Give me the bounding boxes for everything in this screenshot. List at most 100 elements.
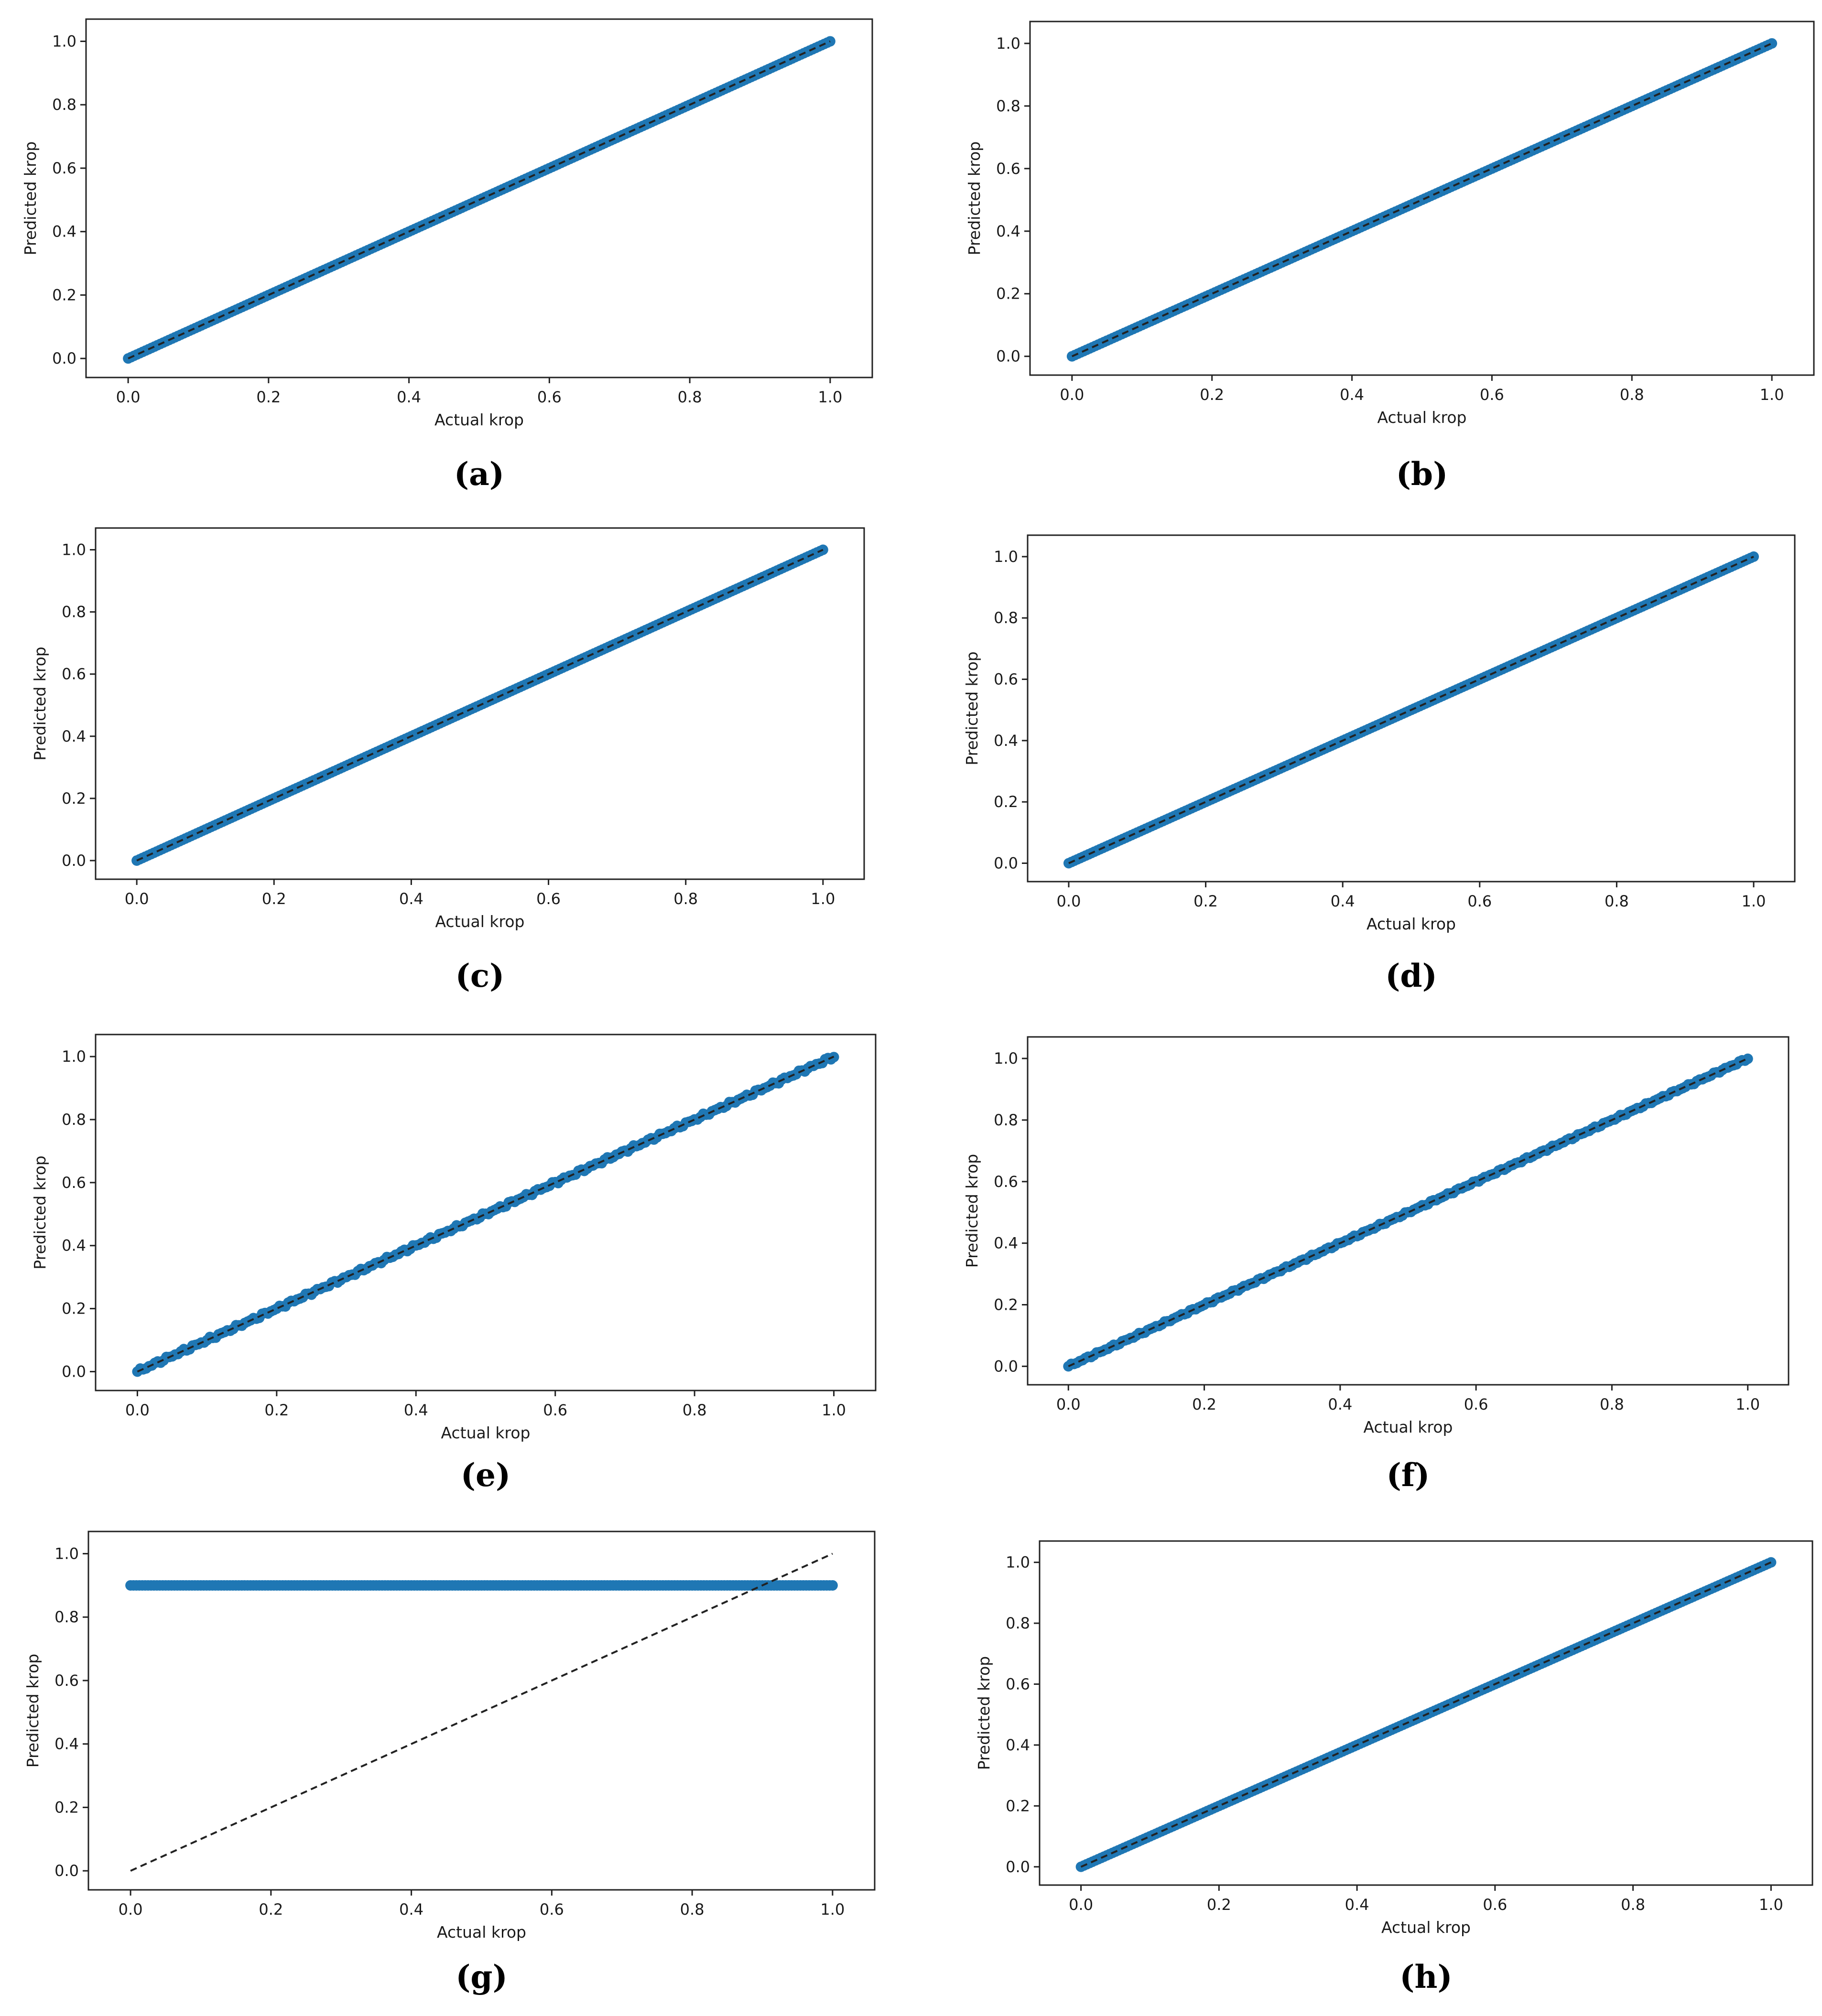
chart-panel: 0.0 0.2 0.4 0.6 0.8 1.0 0.0 0.2 0.4 0.6 0.8 1.0 Actu… [31, 527, 865, 994]
reference-line [1068, 1057, 1748, 1368]
prediction-points [1066, 38, 1778, 362]
panel-caption: (a) [454, 455, 504, 493]
y-axis-label: Predicted krop [963, 651, 981, 765]
y-tick-label: 0.2 [54, 1798, 79, 1816]
x-tick-label: 0.6 [1480, 386, 1504, 404]
prediction-points [123, 36, 835, 364]
x-tick-label: 0.2 [1200, 386, 1224, 404]
y-tick-label: 0.4 [62, 1237, 86, 1255]
x-axis-label: Actual krop [1366, 915, 1456, 933]
reference-line [137, 1056, 835, 1373]
x-tick-label: 0.0 [119, 1900, 143, 1919]
x-tick-label: 0.2 [259, 1900, 283, 1919]
y-tick-label: 0.6 [62, 665, 86, 683]
reference-line [1072, 43, 1772, 357]
y-tick-label: 0.8 [996, 97, 1020, 115]
y-tick-label: 1.0 [994, 548, 1018, 566]
data-point [824, 36, 835, 47]
x-tick-label: 0.4 [397, 388, 421, 406]
plot-frame [87, 1531, 876, 1891]
x-tick-label: 0.8 [1620, 386, 1644, 404]
plot-frame [95, 527, 865, 880]
data-point [827, 1580, 838, 1591]
x-tick-label: 0.6 [540, 1900, 564, 1919]
x-tick-label: 0.0 [125, 890, 149, 908]
y-axis-label: Predicted krop [31, 1155, 49, 1270]
x-tick-label: 0.4 [404, 1401, 428, 1419]
y-tick-label: 0.6 [994, 670, 1018, 689]
x-tick-label: 0.8 [1605, 892, 1629, 910]
y-tick-label: 0.8 [62, 1110, 86, 1129]
x-axis-label: Actual krop [435, 912, 525, 931]
y-tick-label: 0.6 [62, 1174, 86, 1192]
y-tick-label: 0.4 [62, 727, 86, 745]
x-tick-label: 0.8 [678, 388, 702, 406]
chart-panel: 0.0 0.2 0.4 0.6 0.8 1.0 0.0 0.2 0.4 0.6 0.8 1.0 Actu… [31, 1034, 877, 1494]
x-tick-label: 1.0 [820, 1900, 845, 1919]
chart-panel: 0.0 0.2 0.4 0.6 0.8 1.0 0.0 0.2 0.4 0.6 0.8 1.0 Actu… [21, 18, 873, 493]
y-tick-label: 1.0 [62, 1047, 86, 1066]
x-tick-label: 1.0 [1742, 892, 1766, 910]
plot-frame [95, 1034, 877, 1391]
x-tick-label: 0.4 [399, 1900, 423, 1919]
panel-caption: (g) [456, 1958, 508, 1995]
y-tick-label: 0.0 [52, 349, 76, 367]
chart-panel: 0.0 0.2 0.4 0.6 0.8 1.0 0.0 0.2 0.4 0.6 0.8 1.0 Actu… [975, 1540, 1813, 1995]
x-tick-label: 0.0 [1069, 1896, 1093, 1914]
y-tick-label: 0.8 [1006, 1614, 1030, 1632]
x-axis-label: Actual krop [434, 410, 524, 429]
x-tick-label: 0.6 [536, 890, 561, 908]
y-tick-label: 1.0 [996, 34, 1020, 53]
panel-caption: (f) [1387, 1456, 1430, 1494]
y-tick-label: 0.0 [54, 1862, 79, 1880]
x-tick-label: 0.2 [1192, 1395, 1216, 1413]
x-tick-label: 1.0 [822, 1401, 846, 1419]
x-tick-label: 1.0 [1759, 1896, 1783, 1914]
y-tick-label: 0.6 [1006, 1675, 1030, 1693]
plot-frame [1027, 1036, 1789, 1386]
x-tick-label: 0.2 [256, 388, 281, 406]
prediction-points [132, 1052, 839, 1377]
y-tick-label: 0.0 [996, 347, 1020, 366]
y-tick-label: 0.8 [54, 1608, 79, 1626]
x-tick-label: 0.0 [116, 388, 141, 406]
data-point [1767, 38, 1778, 49]
x-axis-label: Actual krop [437, 1923, 526, 1941]
x-axis-label: Actual krop [1377, 408, 1467, 427]
y-tick-label: 1.0 [62, 541, 86, 559]
y-tick-label: 0.6 [52, 159, 76, 177]
y-tick-label: 0.6 [994, 1173, 1018, 1191]
y-axis-label: Predicted krop [31, 647, 49, 761]
x-tick-label: 1.0 [818, 388, 842, 406]
x-axis-label: Actual krop [441, 1423, 531, 1442]
panel-caption: (d) [1385, 957, 1437, 994]
y-tick-label: 0.0 [1006, 1858, 1030, 1876]
prediction-points [125, 1580, 838, 1591]
x-tick-label: 0.0 [1056, 1395, 1081, 1413]
y-tick-label: 0.4 [52, 223, 76, 241]
x-tick-label: 0.8 [683, 1401, 707, 1419]
y-tick-label: 0.0 [994, 854, 1018, 873]
panel-caption: (h) [1399, 1958, 1452, 1995]
x-tick-label: 0.4 [1340, 386, 1364, 404]
y-tick-label: 0.2 [994, 793, 1018, 811]
x-tick-label: 0.0 [1057, 892, 1081, 910]
x-tick-label: 0.8 [673, 890, 698, 908]
reference-line [130, 1552, 833, 1872]
y-axis-label: Predicted krop [21, 141, 40, 256]
y-tick-label: 0.4 [996, 222, 1020, 240]
plot-frame [1039, 1540, 1813, 1886]
plot-frame [85, 18, 873, 378]
panel-caption: (e) [461, 1456, 510, 1494]
x-tick-label: 0.2 [1207, 1896, 1231, 1914]
x-tick-label: 0.4 [399, 890, 423, 908]
plot-frame [1027, 534, 1796, 883]
prediction-points [1063, 1053, 1753, 1372]
x-tick-label: 0.4 [1328, 1395, 1352, 1413]
panel-caption: (c) [456, 957, 505, 994]
y-axis-label: Predicted krop [963, 1154, 981, 1268]
data-point [1742, 1053, 1753, 1064]
x-tick-label: 1.0 [1735, 1395, 1760, 1413]
y-tick-label: 1.0 [1006, 1553, 1030, 1572]
